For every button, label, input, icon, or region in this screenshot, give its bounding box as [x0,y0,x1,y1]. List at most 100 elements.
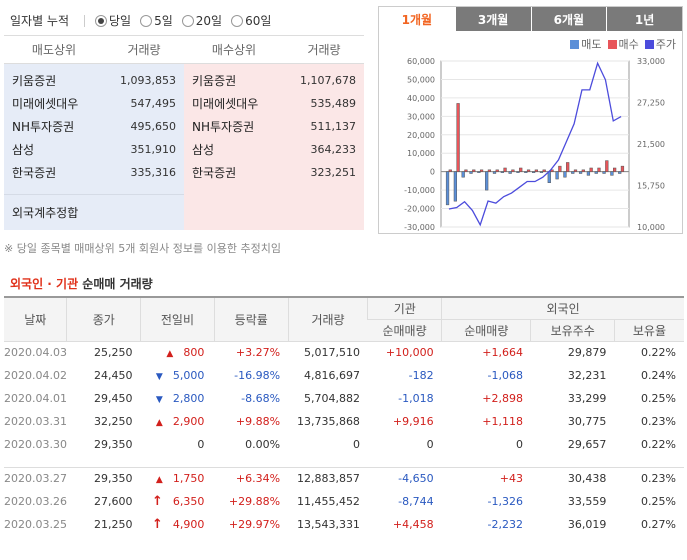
cell-ratio: 0.22% [641,438,676,451]
list-item: 한국증권 323,251 [192,166,356,180]
buy-bar [503,167,507,172]
cell-rate: -8.68% [241,392,281,405]
change-value: 2,900 [172,415,205,428]
period-radio-60d[interactable]: 60일 [231,12,271,29]
sell-bar [618,171,622,174]
upper-limit-arrow-icon: ↑ [151,494,163,509]
y-right-tick-label: 21,500 [637,140,665,149]
cell-volume: 5,704,882 [303,392,360,405]
y-left-tick-label: -20,000 [404,205,435,214]
trading-volume-chart: 60,000 50,000 40,000 30,000 20,000 10,000 0 -10… [404,57,665,235]
sell-bar [492,171,497,174]
sell-bar [586,171,591,176]
sell-bar [508,171,512,174]
table-row: 2020.03.27 29,350 ▲ 1,750 +6.34% 12,883,857 -4… [4,467,684,490]
tab-1year[interactable]: 1년 [606,7,682,31]
cell-inst-net: 0 [426,438,434,451]
sell-bar [477,171,481,173]
cell-foreign-net: -2,232 [487,518,523,531]
y-left-tick-label: 0 [430,168,435,177]
period-radio-1d[interactable]: 당일 [95,12,131,29]
sell-bar [516,171,520,173]
cell-holdings: 32,231 [567,369,607,382]
table-row: 2020.04.03 25,250 ▲ 800 +3.27% 5,017,510 +10,0… [4,341,684,364]
buy-volume-header: 거래량 [307,43,341,57]
buy-bar [613,167,617,172]
cell-volume: 0 [352,438,360,451]
tab-3months[interactable]: 3개월 [454,7,531,31]
cell-ratio: 0.27% [641,518,676,531]
cell-inst-net: -182 [408,369,434,382]
section-title: 외국인 · 기관 순매매 거래량 [10,277,153,291]
buy-bar [464,169,468,172]
cell-inst-net: +4,458 [392,518,434,531]
buy-bar [581,169,585,172]
period-radio-20d[interactable]: 20일 [181,12,222,29]
sell-bar [563,171,567,178]
cell-change: ▲ 1,750 [141,467,215,490]
table-row: 2020.03.25 21,250 ↑ 4,900 +29.97% 13,543,331 +… [4,513,684,536]
list-item: 미래에셋대우 547,495 [12,97,176,111]
sell-bar [469,171,473,174]
cell-volume: 13,543,331 [296,518,360,531]
chart-legend: 매도 매수 주가 [564,36,676,52]
sell-bar [602,171,606,174]
cell-inst-net: +10,000 [385,346,434,360]
cell-foreign-net: 0 [515,438,523,451]
cell-change: ↑ 4,900 [141,513,215,536]
sell-top-header: 매도상위 [31,43,77,57]
cell-rate: +3.27% [235,346,281,360]
legend-price: 주가 [644,36,676,52]
cell-holdings: 30,438 [567,472,607,486]
buy-bar [573,169,578,172]
cell-foreign-net: -1,326 [487,495,523,508]
x-tick-label: 03.20 [524,234,547,235]
legend-buy: 매수 [607,36,639,52]
buy-bar [456,103,460,172]
table-row: 2020.03.31 32,250 ▲ 2,900 +9.88% 13,735,868 +9… [4,410,684,433]
tab-1month[interactable]: 1개월 [379,7,455,31]
y-left-tick-label: 20,000 [407,131,435,140]
buy-bar [526,169,531,172]
col-foreign: 외국인 [441,296,684,320]
period-filter: 일자별 누적 당일 5일 20일 60일 [4,6,364,36]
buy-top-header: 매수상위 [211,43,257,57]
list-item: 키움증권 1,093,853 [12,74,176,88]
broker-ranking-panel: 일자별 누적 당일 5일 20일 60일 매도상위 거래량 매수상위 거래량 키… [4,6,364,232]
cell-close: 32,250 [94,415,133,428]
buy-ranking: 키움증권 1,107,678 미래에셋대우 535,489 NH투자증권 511,13… [184,64,364,230]
sell-bar [445,171,450,206]
buy-bar [605,160,609,172]
legend-swatch [570,39,580,49]
cell-close: 27,600 [94,495,133,508]
period-radio-5d[interactable]: 5일 [140,12,173,29]
tab-6months[interactable]: 6개월 [530,7,607,31]
change-value: 5,000 [172,369,205,382]
cell-foreign-net: +43 [499,472,523,486]
ranking-header: 매도상위 거래량 매수상위 거래량 [4,36,364,64]
y-left-tick-label: 50,000 [407,75,435,84]
sell-volume-header: 거래량 [127,43,161,57]
y-right-tick-label: 15,750 [637,182,665,191]
cell-foreign-net: +2,898 [482,392,523,405]
buy-bar [566,162,570,172]
list-item: 키움증권 1,107,678 [192,74,356,88]
buy-bar [558,165,562,172]
change-value: 2,800 [172,392,205,405]
y-left-tick-label: 10,000 [407,149,435,158]
buy-bar [620,165,625,172]
cell-holdings: 29,657 [567,438,607,451]
sell-bar [610,171,614,176]
buy-bar [479,169,484,172]
list-item: 삼성 364,233 [192,143,356,157]
cell-date: 2020.03.26 [4,495,67,508]
buy-bar [519,167,523,172]
cell-inst-net: -1,018 [398,392,434,405]
y-left-tick-label: -10,000 [404,186,435,195]
divider [4,194,184,195]
cell-date: 2020.03.31 [4,415,67,428]
cell-foreign-net: -1,068 [487,369,523,382]
down-triangle-icon: ▼ [155,372,163,382]
table-row: 2020.04.02 24,450 ▼ 5,000 -16.98% 4,816,697 -1… [4,364,684,387]
up-triangle-icon: ▲ [155,418,163,428]
